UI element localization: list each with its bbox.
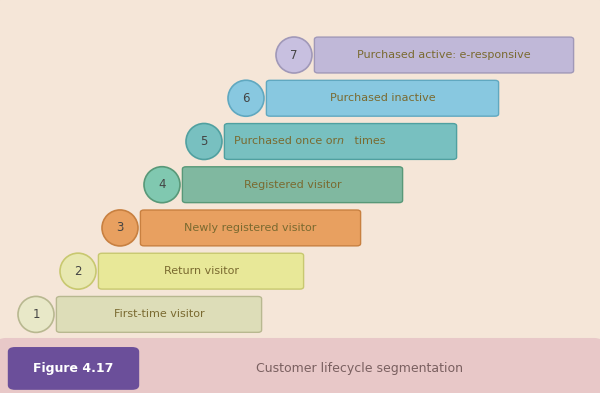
Text: n: n [337,136,344,147]
Text: 5: 5 [200,135,208,148]
Ellipse shape [102,210,138,246]
FancyBboxPatch shape [314,37,574,73]
Text: times: times [352,136,386,147]
Text: First-time visitor: First-time visitor [113,309,205,320]
FancyBboxPatch shape [266,80,499,116]
Text: 1: 1 [32,308,40,321]
Text: 2: 2 [74,264,82,278]
Text: Newly registered visitor: Newly registered visitor [184,223,317,233]
Ellipse shape [228,80,264,116]
Ellipse shape [144,167,180,203]
Text: 7: 7 [290,48,298,62]
FancyBboxPatch shape [182,167,403,203]
Text: Figure 4.17: Figure 4.17 [34,362,113,375]
Ellipse shape [18,296,54,332]
Text: Purchased once or: Purchased once or [234,136,341,147]
FancyBboxPatch shape [98,253,304,289]
Text: 4: 4 [158,178,166,191]
Ellipse shape [276,37,312,73]
Text: Purchased inactive: Purchased inactive [329,93,436,103]
FancyBboxPatch shape [0,338,600,393]
FancyBboxPatch shape [56,296,262,332]
FancyBboxPatch shape [140,210,361,246]
FancyBboxPatch shape [8,347,139,390]
Text: Return visitor: Return visitor [163,266,239,276]
Text: 6: 6 [242,92,250,105]
Text: Customer lifecycle segmentation: Customer lifecycle segmentation [257,362,464,375]
Text: Registered visitor: Registered visitor [244,180,341,190]
Text: Purchased active: e-responsive: Purchased active: e-responsive [357,50,531,60]
Ellipse shape [60,253,96,289]
FancyBboxPatch shape [224,123,457,160]
Text: 3: 3 [116,221,124,235]
FancyBboxPatch shape [0,0,600,350]
Ellipse shape [186,123,222,160]
